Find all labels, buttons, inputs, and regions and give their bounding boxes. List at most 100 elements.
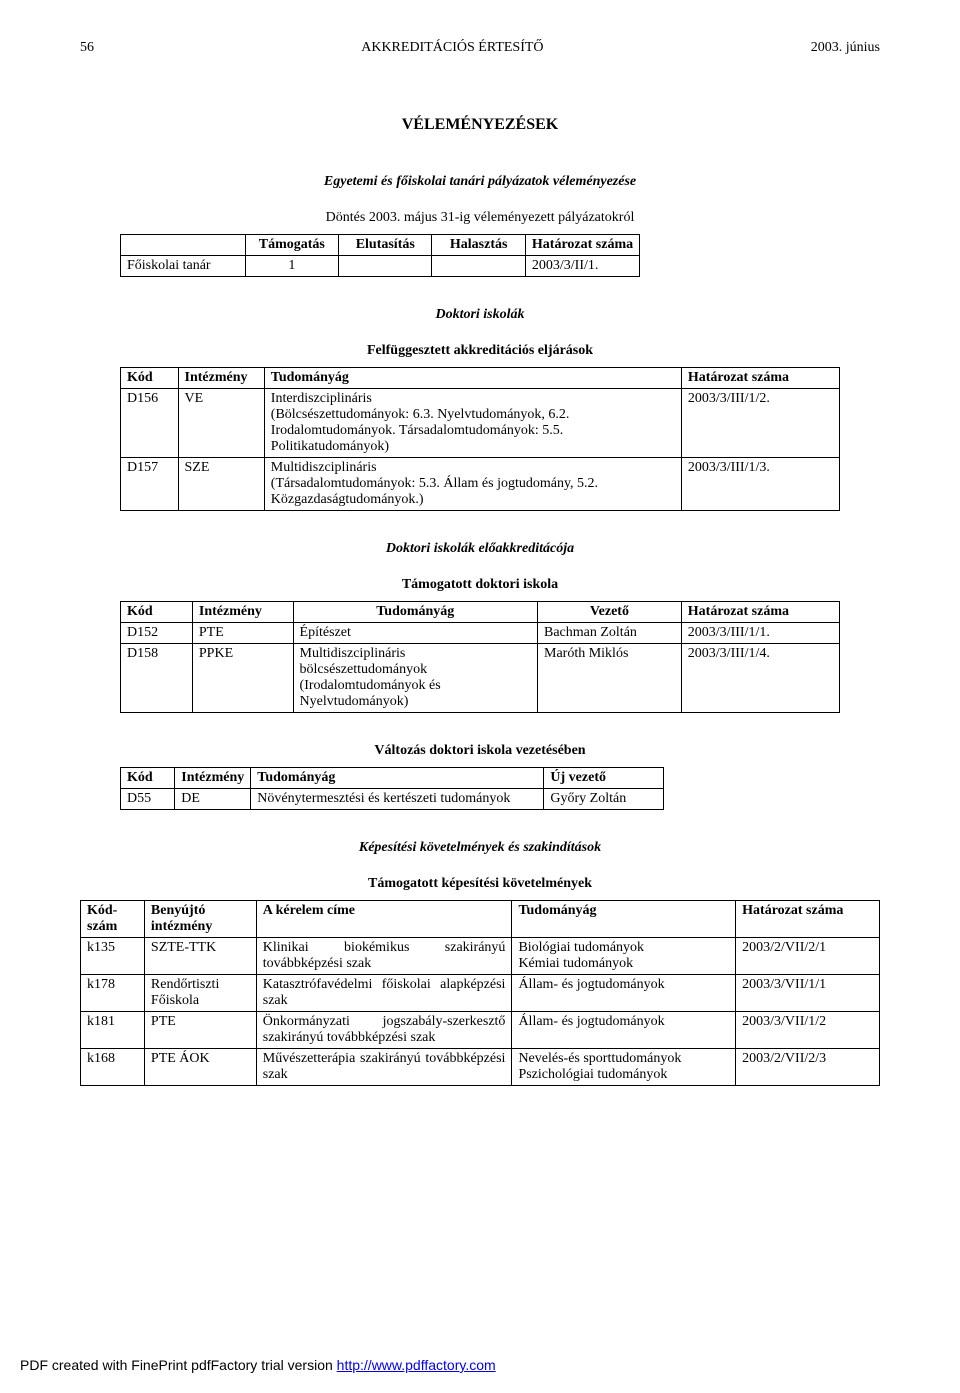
- table-row: Főiskolai tanár 1 2003/3/II/1.: [121, 256, 640, 277]
- td: k168: [81, 1049, 145, 1086]
- section2-subtitle1: Doktori iskolák: [80, 307, 880, 323]
- pdf-footer: PDF created with FinePrint pdfFactory tr…: [20, 1357, 496, 1373]
- td: 2003/3/III/1/4.: [681, 644, 839, 713]
- table-header-row: Kód Intézmény Tudományág Új vezető: [121, 768, 664, 789]
- section2-table: Kód Intézmény Tudományág Határozat száma…: [120, 367, 840, 511]
- td: 1: [245, 256, 338, 277]
- th: Vezető: [538, 602, 682, 623]
- th: Elutasítás: [339, 235, 432, 256]
- page-header: 56 AKKREDITÁCIÓS ÉRTESÍTŐ 2003. június: [80, 40, 880, 56]
- td: Állam- és jogtudományok: [512, 1012, 736, 1049]
- th: Tudományág: [512, 901, 736, 938]
- td: 2003/3/III/1/3.: [681, 458, 839, 511]
- table-row: k181 PTE Önkormányzati jogszabály-szerke…: [81, 1012, 880, 1049]
- th: Határozat száma: [736, 901, 880, 938]
- main-title: VÉLEMÉNYEZÉSEK: [80, 116, 880, 134]
- td: Interdiszciplináris(Bölcsészettudományok…: [264, 389, 681, 458]
- td: SZE: [178, 458, 264, 511]
- th: Intézmény: [192, 602, 293, 623]
- th: Új vezető: [544, 768, 663, 789]
- td: [432, 256, 525, 277]
- td: k178: [81, 975, 145, 1012]
- table-row: D152 PTE Építészet Bachman Zoltán 2003/3…: [121, 623, 840, 644]
- header-right: 2003. június: [811, 40, 880, 56]
- th: Határozat száma: [525, 235, 639, 256]
- td: Építészet: [293, 623, 537, 644]
- td: PPKE: [192, 644, 293, 713]
- th: Határozat száma: [681, 602, 839, 623]
- th: Kód: [121, 768, 175, 789]
- section1-table: Támogatás Elutasítás Halasztás Határozat…: [120, 234, 640, 277]
- td: Önkormányzati jogszabály-szerkesztő szak…: [256, 1012, 512, 1049]
- table-row: k178 Rendőrtiszti Főiskola Katasztrófavé…: [81, 975, 880, 1012]
- th: Tudományág: [293, 602, 537, 623]
- td: Győry Zoltán: [544, 789, 663, 810]
- td: Katasztrófavédelmi főiskolai alapképzési…: [256, 975, 512, 1012]
- th: Tudományág: [251, 768, 544, 789]
- td: D156: [121, 389, 179, 458]
- td: 2003/3/III/1/1.: [681, 623, 839, 644]
- footer-link[interactable]: http://www.pdffactory.com: [337, 1357, 496, 1373]
- section5-table: Kód-szám Benyújtó intézmény A kérelem cí…: [80, 900, 880, 1086]
- table-row: D156 VE Interdiszciplináris(Bölcsészettu…: [121, 389, 840, 458]
- section2-subtitle2: Felfüggesztett akkreditációs eljárások: [80, 343, 880, 359]
- table-header-row: Kód Intézmény Tudományág Határozat száma: [121, 368, 840, 389]
- th: Kód: [121, 368, 179, 389]
- td: PTE ÁOK: [144, 1049, 256, 1086]
- td: D157: [121, 458, 179, 511]
- header-left: 56: [80, 40, 94, 56]
- td: Növénytermesztési és kertészeti tudomány…: [251, 789, 544, 810]
- td: PTE: [144, 1012, 256, 1049]
- td: Állam- és jogtudományok: [512, 975, 736, 1012]
- section4-table: Kód Intézmény Tudományág Új vezető D55 D…: [120, 767, 664, 810]
- td: Multidiszciplináris bölcsészettudományok…: [293, 644, 537, 713]
- th: Intézmény: [178, 368, 264, 389]
- td: D152: [121, 623, 193, 644]
- table-header-row: Támogatás Elutasítás Halasztás Határozat…: [121, 235, 640, 256]
- section3-subtitle2: Támogatott doktori iskola: [80, 577, 880, 593]
- section1-subtitle1: Egyetemi és főiskolai tanári pályázatok …: [80, 174, 880, 190]
- td: 2003/3/VII/1/2: [736, 1012, 880, 1049]
- header-center: AKKREDITÁCIÓS ÉRTESÍTŐ: [361, 40, 543, 56]
- footer-text: PDF created with FinePrint pdfFactory tr…: [20, 1357, 337, 1373]
- th: Határozat száma: [681, 368, 839, 389]
- td: DE: [175, 789, 251, 810]
- td: 2003/2/VII/2/3: [736, 1049, 880, 1086]
- table-header-row: Kód Intézmény Tudományág Vezető Határoza…: [121, 602, 840, 623]
- td: [339, 256, 432, 277]
- td: Nevelés-és sporttudományokPszichológiai …: [512, 1049, 736, 1086]
- th: Kód: [121, 602, 193, 623]
- section3-subtitle1: Doktori iskolák előakkreditácója: [80, 541, 880, 557]
- td: Művészetterápia szakirányú továbbképzési…: [256, 1049, 512, 1086]
- td: D158: [121, 644, 193, 713]
- td: Maróth Miklós: [538, 644, 682, 713]
- table-row: D158 PPKE Multidiszciplináris bölcsészet…: [121, 644, 840, 713]
- th: Intézmény: [175, 768, 251, 789]
- td: VE: [178, 389, 264, 458]
- table-header-row: Kód-szám Benyújtó intézmény A kérelem cí…: [81, 901, 880, 938]
- section1-subtitle2: Döntés 2003. május 31-ig véleményezett p…: [80, 210, 880, 226]
- table-row: D157 SZE Multidiszciplináris(Társadalomt…: [121, 458, 840, 511]
- table-row: k135 SZTE-TTK Klinikai biokémikus szakir…: [81, 938, 880, 975]
- td: 2003/3/III/1/2.: [681, 389, 839, 458]
- td: 2003/2/VII/2/1: [736, 938, 880, 975]
- th: Benyújtó intézmény: [144, 901, 256, 938]
- th: A kérelem címe: [256, 901, 512, 938]
- td: Főiskolai tanár: [121, 256, 246, 277]
- td: Bachman Zoltán: [538, 623, 682, 644]
- td: Multidiszciplináris(Társadalomtudományok…: [264, 458, 681, 511]
- table-row: k168 PTE ÁOK Művészetterápia szakirányú …: [81, 1049, 880, 1086]
- section4-subtitle: Változás doktori iskola vezetésében: [80, 743, 880, 759]
- td: k181: [81, 1012, 145, 1049]
- td: D55: [121, 789, 175, 810]
- section5-subtitle1: Képesítési követelmények és szakindításo…: [80, 840, 880, 856]
- section3-table: Kód Intézmény Tudományág Vezető Határoza…: [120, 601, 840, 713]
- th: Tudományág: [264, 368, 681, 389]
- td: PTE: [192, 623, 293, 644]
- td: k135: [81, 938, 145, 975]
- td: Biológiai tudományokKémiai tudományok: [512, 938, 736, 975]
- td: Rendőrtiszti Főiskola: [144, 975, 256, 1012]
- td: SZTE-TTK: [144, 938, 256, 975]
- th: Támogatás: [245, 235, 338, 256]
- td: 2003/3/VII/1/1: [736, 975, 880, 1012]
